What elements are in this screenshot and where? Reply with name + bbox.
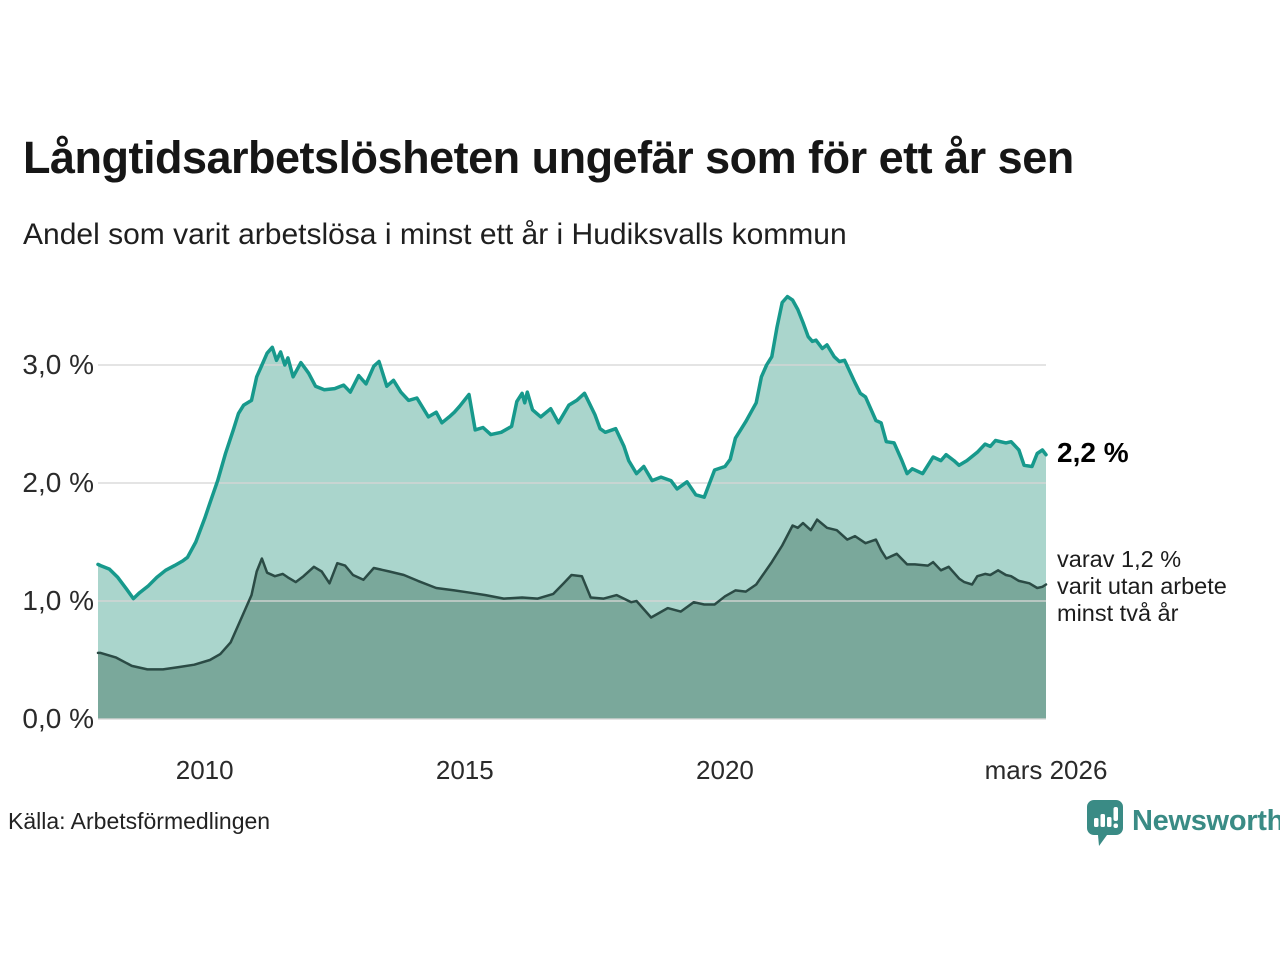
y-axis-tick-label: 2,0 % [22, 467, 94, 498]
y-axis-tick-label: 3,0 % [22, 349, 94, 380]
series-2-line [96, 518, 1048, 671]
end-sub-label: varav 1,2 % varit utan arbete minst två … [1057, 546, 1227, 627]
newsworthy-logo: Newsworthy [1086, 799, 1280, 847]
newsworthy-brand-text: Newsworthy [1132, 805, 1280, 837]
x-axis-tick-label: 2010 [175, 755, 234, 785]
end-value-label: 2,2 % [1057, 436, 1129, 468]
speech-bubble-chart-icon [1087, 800, 1123, 846]
y-axis-tick-label: 1,0 % [22, 585, 94, 616]
chart-title: Långtidsarbetslösheten ungefär som för e… [23, 132, 1074, 183]
source-text: Källa: Arbetsförmedlingen [8, 808, 271, 834]
y-axis-tick-label: 0,0 % [22, 703, 94, 734]
chart-subtitle: Andel som varit arbetslösa i minst ett å… [23, 218, 847, 251]
x-axis-tick-label: mars 2026 [984, 755, 1108, 785]
x-axis-tick-label: 2015 [435, 755, 494, 785]
series-1-line [96, 294, 1048, 601]
x-axis-tick-label: 2020 [696, 755, 754, 785]
